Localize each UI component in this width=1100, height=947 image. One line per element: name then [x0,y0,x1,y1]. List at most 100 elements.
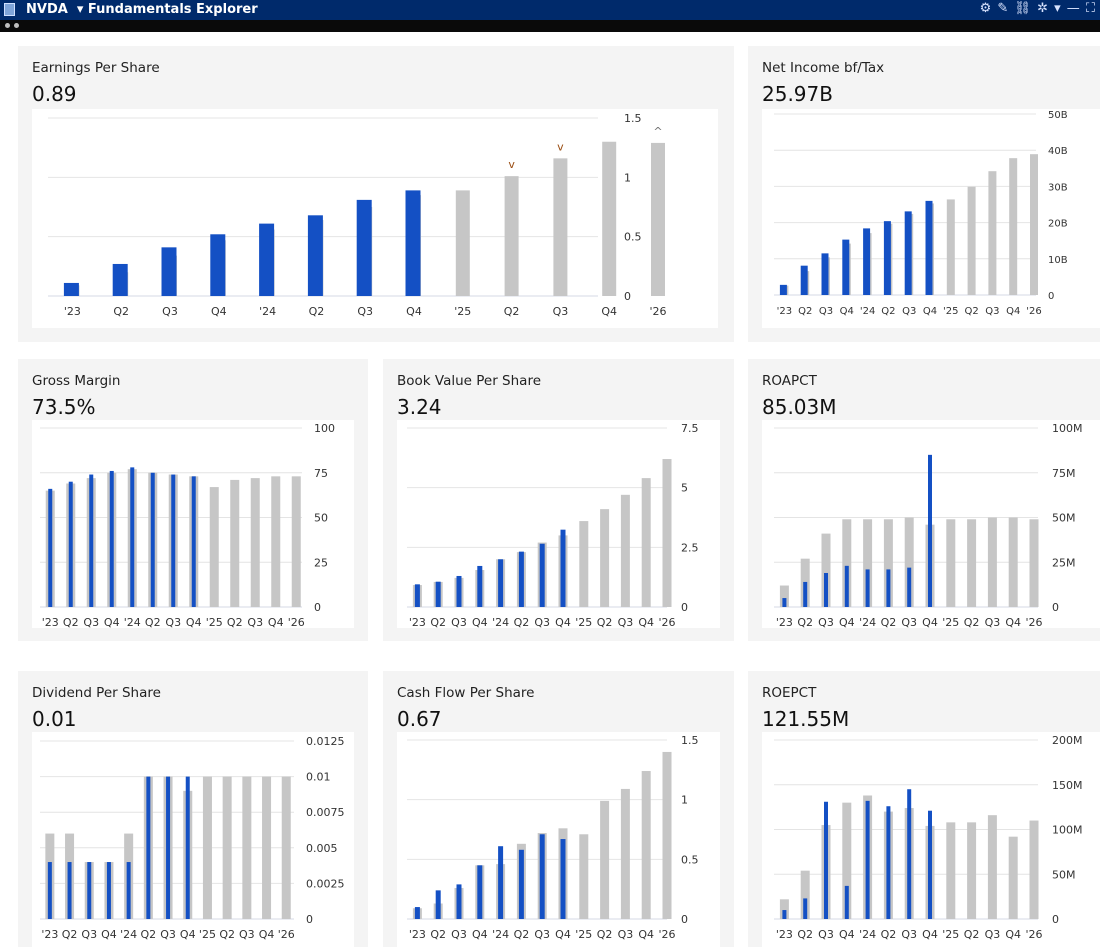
x-tick-label: '24 [492,616,509,628]
panel-book-value-per-share[interactable]: Book Value Per Share 3.24 0 2.5 5 7.5 '23 Q2 Q… [383,359,734,641]
panel-value: 121.55M [762,707,850,731]
panel-earnings-per-share[interactable]: Earnings Per Share 0.89 0 0.5 1 1.5 '23 Q2 Q3 Q… [18,46,734,342]
reported-bar [112,263,128,296]
panel-dividend-per-share[interactable]: Dividend Per Share 0.01 0 0.0025 0.005 0.00… [18,671,368,947]
chart-area[interactable]: 0 25 50 75 100 '23 Q2 Q3 Q4 '24 Q2 Q3 Q4 '25 Q2 Q3 Q4 '26 [32,420,354,628]
reported-bar [87,862,92,919]
estimate-bar [662,459,672,607]
y-tick-label: 0 [681,601,688,614]
estimate-bar [1029,519,1039,607]
y-tick-label: 100M [1052,422,1083,435]
chart-area[interactable]: 0 50M 100M 150M 200M '23 Q2 Q3 Q4 '24 Q2 Q3 Q4 '25 Q2 Q… [762,732,1100,947]
estimate-bar [863,519,873,607]
reported-bar [782,910,787,919]
y-tick-label: 50B [1048,110,1068,121]
x-tick-label: '25 [943,306,958,317]
expand-dot-icon[interactable] [14,23,19,28]
x-tick-label: Q2 [964,928,980,941]
estimate-bar [1008,517,1018,607]
reported-bar [68,481,73,607]
panel-net-income[interactable]: Net Income bf/Tax 25.97B 0 10B 20B 30B 40B 50… [748,46,1100,342]
x-tick-label: Q4 [922,616,938,628]
x-tick-label: Q2 [219,928,235,941]
x-tick-label: '23 [776,616,793,628]
x-tick-label: Q4 [268,616,284,628]
y-tick-label: 25 [314,556,328,569]
x-tick-label: Q4 [839,928,855,941]
panel-roapct[interactable]: ROAPCT 85.03M 0 25M 50M 75M 100M '23 Q2 Q3 Q4 '24… [748,359,1100,641]
x-tick-label: Q3 [534,616,550,628]
panel-value: 3.24 [397,395,442,419]
estimate-bar [291,476,301,607]
x-tick-label: Q3 [247,616,263,628]
estimate-bar [209,487,219,607]
y-tick-label: 0 [306,913,313,926]
reported-bar [435,890,441,919]
reported-bar [130,467,135,607]
y-tick-label: 50M [1052,868,1076,881]
reported-bar [863,228,871,295]
bar-chart: 0 25M 50M 75M 100M '23 Q2 Q3 Q4 '24 Q2 Q3 Q4 '25 Q2 Q3 Q… [774,422,1083,628]
panel-gross-margin[interactable]: Gross Margin 73.5% 0 25 50 75 100 '23 Q2 Q3 Q4 '2… [18,359,368,641]
panel-value: 73.5% [32,395,96,419]
chart-area[interactable]: 0 25M 50M 75M 100M '23 Q2 Q3 Q4 '24 Q2 Q3 Q4 '25 Q2 Q3 Q… [762,420,1100,628]
panel-cash-flow-per-share[interactable]: Cash Flow Per Share 0.67 0 0.5 1 1.5 '23 Q2 Q3… [383,671,734,947]
panel-title: ROEPCT [762,685,817,701]
estimate-bar [842,802,852,919]
x-tick-label: Q4 [472,928,488,941]
chart-area[interactable]: 0 2.5 5 7.5 '23 Q2 Q3 Q4 '24 Q2 Q3 Q4 '25 Q2 Q3 Q4 '26 [397,420,720,628]
estimate-bar [620,788,630,919]
y-tick-label: 0 [624,290,631,303]
window-title[interactable]: NVDA ▾ Fundamentals Explorer [26,2,258,17]
estimate-bar [1009,158,1018,295]
x-tick-label: Q4 [180,928,196,941]
reported-bar [106,862,111,919]
y-tick-label: 150M [1052,779,1083,792]
reported-bar [779,284,787,295]
bar-chart: 0 0.5 1 1.5 '23 Q2 Q3 Q4 '24 Q2 Q3 Q4 '25 Q2 Q3 Q4 '26 v v… [48,112,667,318]
x-tick-label: Q2 [798,306,812,317]
x-tick-label: Q3 [239,928,255,941]
x-tick-label: Q4 [601,305,617,318]
collapse-dot-icon[interactable] [5,23,10,28]
reported-bar [456,884,462,919]
x-tick-label: '23 [776,928,793,941]
bar-chart: 0 10B 20B 30B 40B 50B '23 Q2 Q3 Q4 '24 Q2 Q3 Q4 '25 Q2 Q… [774,110,1068,317]
estimate-bar [504,176,519,296]
y-tick-label: 7.5 [681,422,699,435]
x-tick-label: Q2 [430,928,446,941]
chart-area[interactable]: 0 0.5 1 1.5 '23 Q2 Q3 Q4 '24 Q2 Q3 Q4 '25 Q2 Q3 Q4 '26 [397,732,720,947]
reported-bar [907,567,912,607]
y-tick-label: 0.005 [306,842,338,855]
x-tick-label: Q3 [618,928,634,941]
estimate-bar [230,479,240,607]
estimate-bar [883,519,893,607]
x-tick-label: Q2 [141,928,157,941]
y-tick-label: 0 [681,913,688,926]
y-tick-label: 25M [1052,556,1076,569]
panel-roepct[interactable]: ROEPCT 121.55M 0 50M 100M 150M 200M '23 Q2 Q3 Q4… [748,671,1100,947]
chart-area[interactable]: 0 0.0025 0.005 0.0075 0.01 0.0125'23 Q2 Q3 Q4'24… [32,732,354,947]
estimate-bar [967,186,976,295]
x-tick-label: Q3 [165,616,181,628]
reported-bar [925,200,933,295]
reported-bar [477,865,483,919]
x-tick-label: '26 [288,616,305,628]
y-tick-label: 0.0075 [306,806,345,819]
estimate-bar [271,476,281,607]
reported-bar [210,234,226,296]
y-tick-label: 0.0125 [306,735,345,748]
x-tick-label: Q4 [638,928,654,941]
chart-area[interactable]: 0 0.5 1 1.5 '23 Q2 Q3 Q4 '24 Q2 Q3 Q4 '25 Q2 Q3 Q4 '26 v v… [32,109,718,328]
x-tick-label: Q2 [881,306,895,317]
chart-area[interactable]: 0 10B 20B 30B 40B 50B '23 Q2 Q3 Q4 '24 Q2 Q3 Q4 '25 Q2 Q… [762,109,1100,328]
x-tick-label: Q3 [534,928,550,941]
x-tick-label: '24 [120,928,137,941]
reported-bar [803,898,808,919]
x-tick-label: Q2 [514,928,530,941]
window-controls[interactable]: ⚙ ✎ ⛓ ✲ ▾ — ⛶ [979,1,1096,16]
document-icon [4,3,15,16]
bar-chart: 0 50M 100M 150M 200M '23 Q2 Q3 Q4 '24 Q2 Q3 Q4 '25 Q2 Q… [774,734,1083,941]
estimate-bar [222,776,232,919]
x-tick-label: Q2 [881,616,897,628]
